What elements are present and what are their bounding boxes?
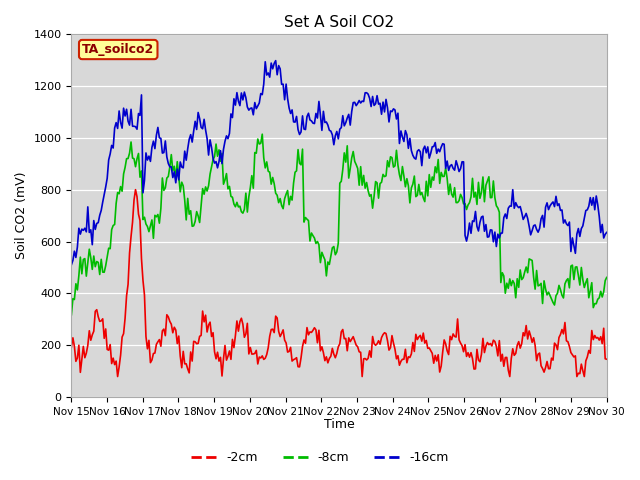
Legend: -2cm, -8cm, -16cm: -2cm, -8cm, -16cm [186,446,454,469]
Title: Set A Soil CO2: Set A Soil CO2 [284,15,394,30]
X-axis label: Time: Time [324,419,355,432]
Y-axis label: Soil CO2 (mV): Soil CO2 (mV) [15,172,28,259]
Text: TA_soilco2: TA_soilco2 [82,43,154,56]
